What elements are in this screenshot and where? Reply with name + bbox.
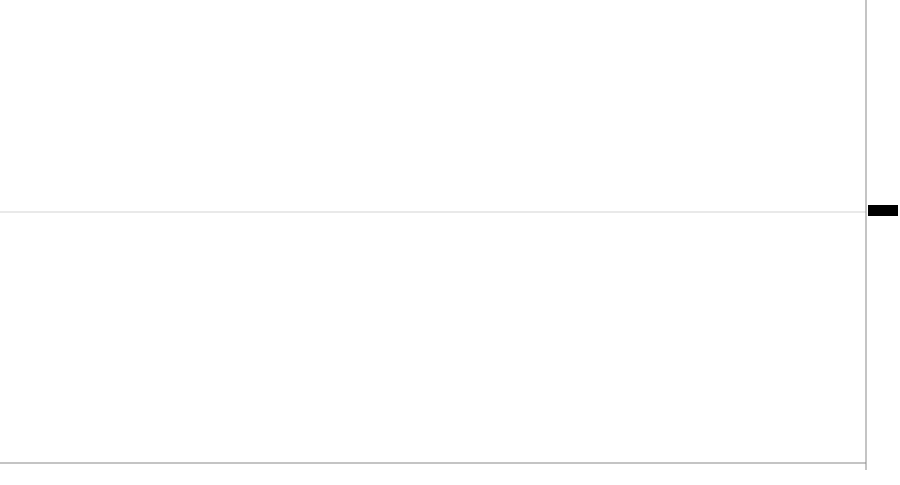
current-price-tag xyxy=(868,205,898,216)
